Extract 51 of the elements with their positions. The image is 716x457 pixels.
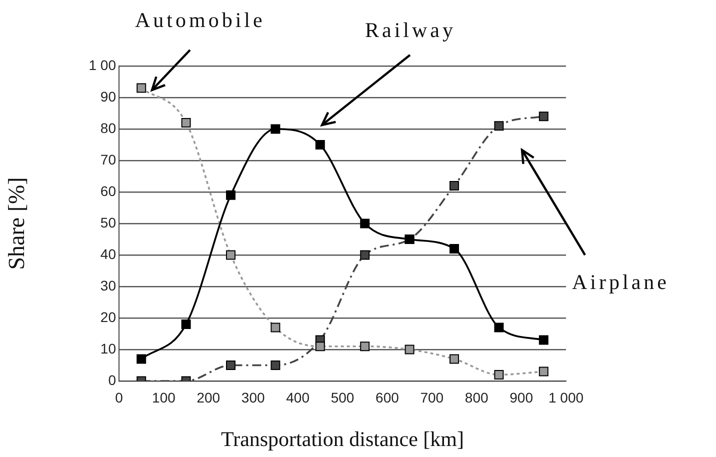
point [450, 244, 459, 254]
x-axis-title: Transportation distance [km] [220, 426, 464, 451]
y-tick-label: 50 [100, 214, 116, 230]
y-tick-label: 1 00 [88, 56, 116, 73]
point [315, 342, 325, 352]
point [226, 190, 236, 200]
point [226, 250, 236, 260]
x-tick-label: 700 [420, 389, 444, 406]
point [270, 322, 280, 332]
point [360, 250, 370, 260]
text: Railway [365, 18, 456, 43]
point [270, 360, 280, 370]
y-tick-label: 70 [100, 151, 116, 168]
x-tick-label: 600 [376, 389, 400, 406]
y-tick-label: 20 [100, 308, 116, 325]
point [404, 344, 414, 354]
x-tick-label: 200 [196, 389, 220, 406]
x-tick-label: 400 [286, 389, 310, 406]
point [136, 354, 146, 364]
point [538, 335, 548, 345]
x-tick-label: 500 [330, 389, 354, 406]
point [538, 112, 548, 122]
point [226, 360, 236, 370]
x-tick-label: 300 [241, 389, 265, 406]
point [181, 320, 191, 330]
y-tick-label: 80 [100, 120, 116, 136]
point [360, 218, 370, 228]
point [136, 83, 146, 93]
y-axis-title: Share [%] [4, 177, 29, 270]
point [181, 118, 191, 128]
y-tick-label: 30 [100, 277, 116, 294]
point [315, 140, 325, 150]
x-tick-label: 100 [152, 389, 176, 406]
y-tick-label: 40 [100, 246, 116, 262]
x-tick-label: 800 [464, 389, 488, 406]
point [450, 354, 459, 364]
y-tick-label: 60 [100, 182, 116, 199]
x-tick-label: 900 [510, 389, 534, 406]
point [494, 121, 504, 131]
point [360, 342, 370, 352]
y-tick-label: 10 [100, 340, 116, 356]
y-tick-label: 90 [100, 88, 116, 104]
point [538, 366, 548, 376]
point [494, 370, 504, 380]
y-tick-label: 0 [108, 372, 116, 388]
text: Automobile [135, 8, 266, 33]
point [450, 180, 459, 190]
point [494, 322, 504, 332]
text: Airplane [572, 270, 670, 295]
point [270, 124, 280, 134]
x-tick-label: 1 000 [548, 389, 584, 406]
